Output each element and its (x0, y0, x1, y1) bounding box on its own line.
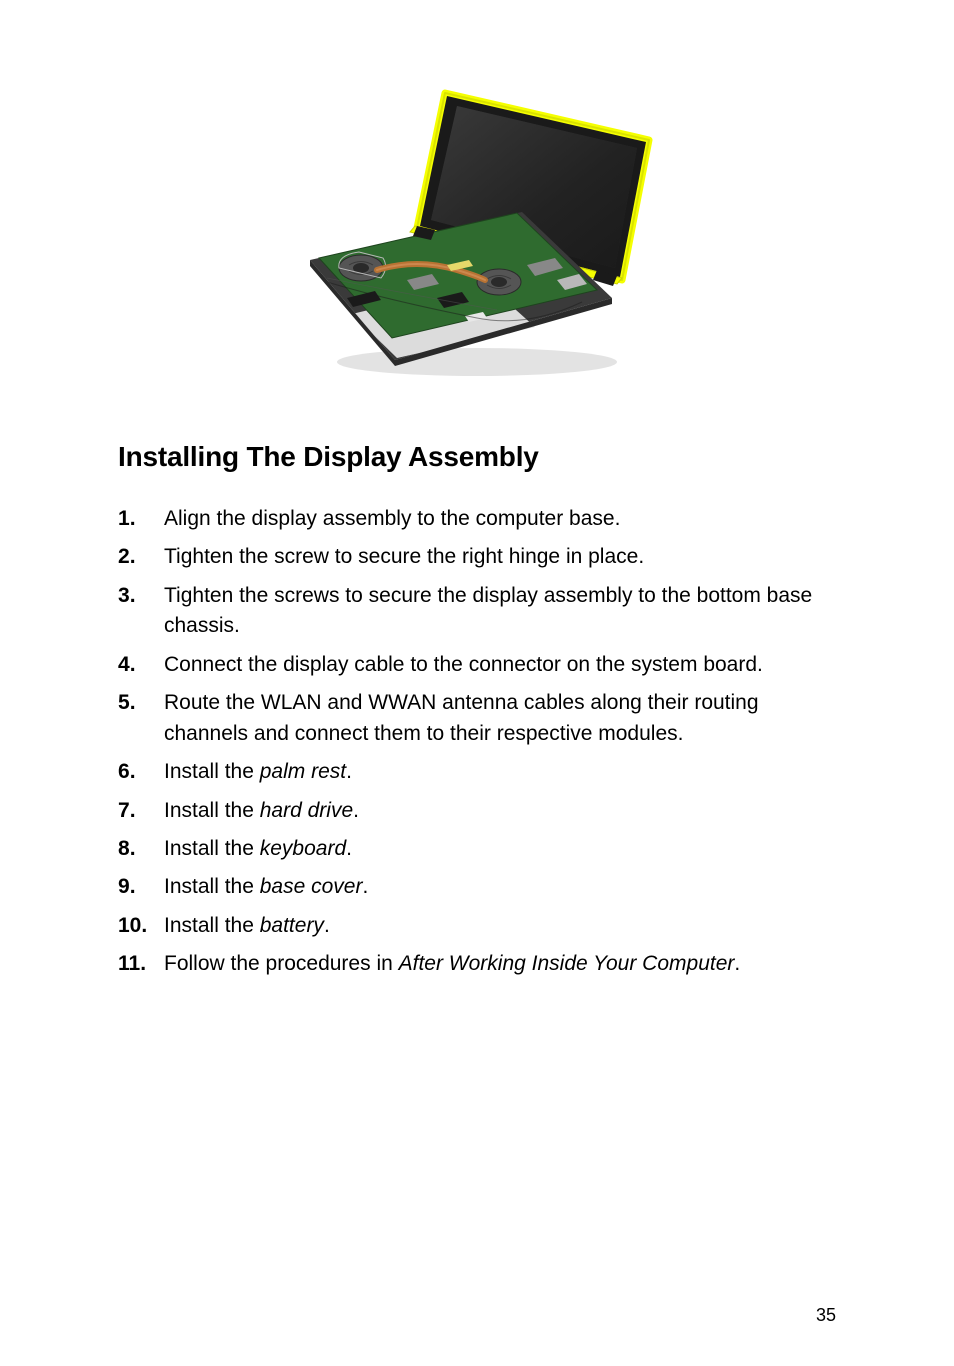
step-item: Align the display assembly to the comput… (118, 504, 836, 534)
step-italic: battery (260, 914, 324, 937)
step-prefix: Install the (164, 837, 260, 860)
step-item: Connect the display cable to the connect… (118, 650, 836, 680)
step-prefix: Install the (164, 799, 260, 822)
step-prefix: Install the (164, 914, 260, 937)
step-prefix: Follow the procedures in (164, 952, 399, 975)
step-text: Align the display assembly to the comput… (164, 507, 620, 530)
figure-container (118, 70, 836, 395)
step-suffix: . (324, 914, 330, 937)
steps-list: Align the display assembly to the comput… (118, 504, 836, 980)
step-item: Tighten the screws to secure the display… (118, 581, 836, 642)
step-prefix: Install the (164, 760, 260, 783)
step-italic: base cover (260, 875, 363, 898)
step-italic: hard drive (260, 799, 353, 822)
step-item: Follow the procedures in After Working I… (118, 949, 836, 979)
step-item: Install the palm rest. (118, 757, 836, 787)
page-number: 35 (816, 1305, 836, 1326)
step-item: Tighten the screw to secure the right hi… (118, 542, 836, 572)
step-item: Install the base cover. (118, 872, 836, 902)
step-item: Install the keyboard. (118, 834, 836, 864)
step-italic: palm rest (260, 760, 346, 783)
step-suffix: . (734, 952, 740, 975)
step-suffix: . (353, 799, 359, 822)
step-suffix: . (346, 760, 352, 783)
step-item: Install the battery. (118, 911, 836, 941)
step-item: Install the hard drive. (118, 796, 836, 826)
step-suffix: . (362, 875, 368, 898)
section-heading: Installing The Display Assembly (118, 439, 836, 474)
step-prefix: Install the (164, 875, 260, 898)
display-assembly-figure (297, 70, 657, 390)
step-italic: keyboard (260, 837, 346, 860)
step-italic: After Working Inside Your Computer (399, 952, 735, 975)
step-item: Route the WLAN and WWAN antenna cables a… (118, 688, 836, 749)
step-text: Route the WLAN and WWAN antenna cables a… (164, 691, 759, 744)
step-text: Tighten the screws to secure the display… (164, 584, 812, 637)
step-suffix: . (346, 837, 352, 860)
page: Installing The Display Assembly Align th… (0, 0, 954, 1366)
step-text: Tighten the screw to secure the right hi… (164, 545, 644, 568)
step-text: Connect the display cable to the connect… (164, 653, 763, 676)
